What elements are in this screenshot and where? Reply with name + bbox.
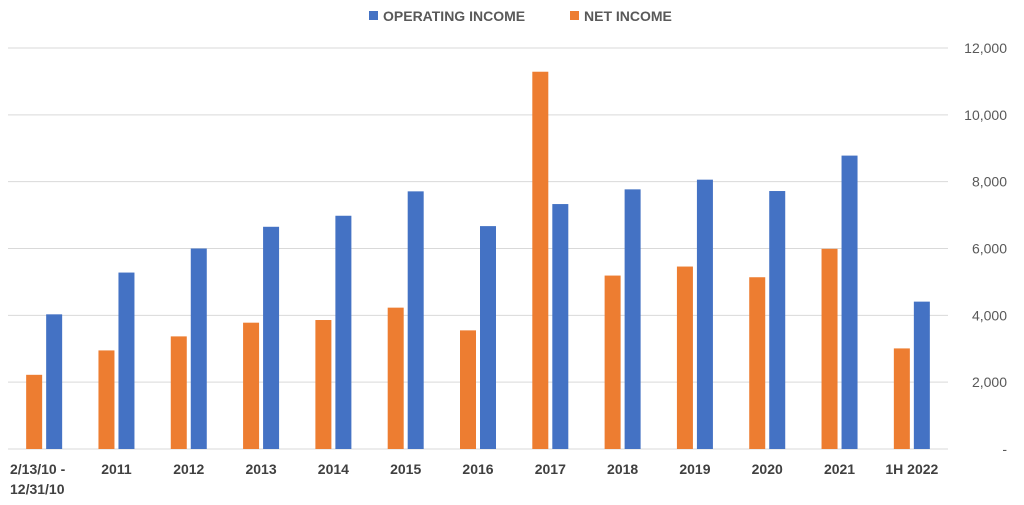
x-tick-label: 2015 <box>390 461 421 477</box>
bar-net-income <box>170 336 187 449</box>
y-tick-label: - <box>1002 441 1007 457</box>
bar-net-income <box>821 248 838 449</box>
x-tick-label: 2/13/10 - <box>10 461 66 477</box>
legend: OPERATING INCOME NET INCOME <box>369 8 672 24</box>
bar-operating-income <box>913 301 930 449</box>
bars <box>26 71 930 450</box>
gridlines <box>8 47 948 450</box>
x-tick-label: 2021 <box>824 461 855 477</box>
x-tick-label: 2017 <box>535 461 566 477</box>
y-tick-label: 4,000 <box>972 307 1007 323</box>
y-tick-label: 6,000 <box>972 241 1007 257</box>
bar-net-income <box>98 350 115 449</box>
x-tick-label: 2012 <box>173 461 204 477</box>
y-tick-label: 12,000 <box>964 40 1007 56</box>
bar-net-income <box>387 307 404 449</box>
x-tick-label: 2019 <box>679 461 710 477</box>
x-tick-label: 2013 <box>245 461 276 477</box>
bar-net-income <box>749 277 766 449</box>
x-tick-label: 2018 <box>607 461 638 477</box>
bar-operating-income <box>624 189 641 450</box>
x-axis-labels: 2/13/10 - 12/31/10 2011 2012 2013 2014 2015 201… <box>10 461 939 497</box>
y-tick-label: 10,000 <box>964 107 1007 123</box>
x-tick-label: 2020 <box>752 461 783 477</box>
bar-operating-income <box>769 191 786 450</box>
x-tick-label: 12/31/10 <box>10 481 65 497</box>
bar-net-income <box>460 330 476 449</box>
bar-net-income <box>243 322 260 449</box>
bar-operating-income <box>118 272 135 449</box>
bar-net-income <box>893 348 910 449</box>
legend-label: OPERATING INCOME <box>383 8 525 24</box>
bar-net-income <box>676 266 693 449</box>
x-tick-label: 2014 <box>318 461 349 477</box>
x-tick-label: 2011 <box>101 461 132 477</box>
bar-operating-income <box>552 204 569 449</box>
bar-net-income <box>604 275 621 449</box>
bar-net-income <box>315 320 332 449</box>
bar-operating-income <box>335 215 352 449</box>
y-axis-ticks: - 2,000 4,000 6,000 8,000 10,000 12,000 <box>964 40 1007 457</box>
y-tick-label: 2,000 <box>972 374 1007 390</box>
bar-operating-income <box>46 314 63 449</box>
bar-operating-income <box>696 179 713 449</box>
legend-label: NET INCOME <box>584 8 672 24</box>
bar-net-income <box>26 374 43 449</box>
legend-swatch <box>570 11 579 20</box>
bar-operating-income <box>263 226 280 449</box>
x-tick-label: 2016 <box>462 461 493 477</box>
legend-swatch <box>369 11 378 20</box>
y-tick-label: 8,000 <box>972 174 1007 190</box>
bar-operating-income <box>841 155 858 449</box>
bar-operating-income <box>190 248 207 449</box>
x-tick-label: 1H 2022 <box>885 461 938 477</box>
bar-operating-income <box>407 191 424 450</box>
bar-operating-income <box>480 226 496 449</box>
bar-net-income <box>532 71 549 449</box>
